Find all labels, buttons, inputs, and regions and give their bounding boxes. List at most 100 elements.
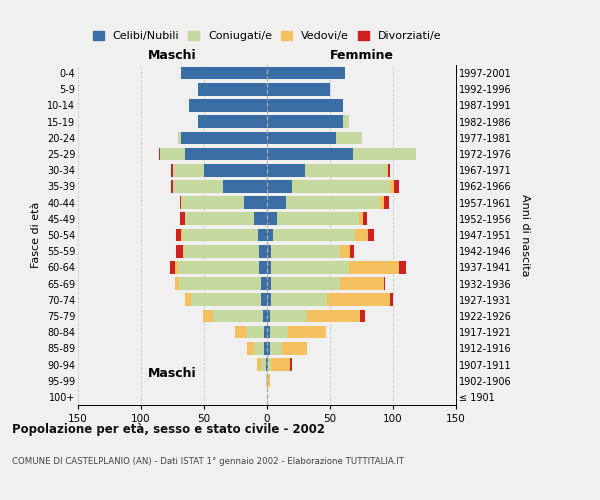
Bar <box>267 99 343 112</box>
Bar <box>349 261 400 274</box>
Bar <box>181 228 182 241</box>
Bar <box>173 180 223 192</box>
Bar <box>271 278 340 290</box>
Bar <box>267 278 271 290</box>
Bar <box>175 261 178 274</box>
Bar <box>198 83 267 96</box>
Bar <box>267 212 277 225</box>
Bar <box>277 212 359 225</box>
Bar <box>391 294 393 306</box>
Y-axis label: Fasce di età: Fasce di età <box>31 202 41 268</box>
Bar <box>244 196 267 209</box>
Bar <box>170 261 175 274</box>
Bar <box>171 164 173 176</box>
Bar <box>267 116 343 128</box>
Bar <box>179 278 260 290</box>
Bar <box>158 148 160 160</box>
Bar <box>173 164 204 176</box>
Bar <box>204 164 267 176</box>
Bar <box>286 196 380 209</box>
Bar <box>213 310 263 322</box>
Text: Maschi: Maschi <box>148 48 197 62</box>
Bar <box>388 164 391 176</box>
Bar <box>267 342 269 354</box>
Bar <box>267 310 269 322</box>
Bar <box>359 212 363 225</box>
Bar <box>191 294 260 306</box>
Bar <box>384 278 385 290</box>
Bar <box>260 278 267 290</box>
Text: Femmine: Femmine <box>329 48 394 62</box>
Bar <box>307 310 360 322</box>
Bar <box>259 245 267 258</box>
Bar <box>368 228 374 241</box>
Bar <box>181 196 244 209</box>
Bar <box>267 164 305 176</box>
Bar <box>265 342 267 354</box>
Text: Popolazione per età, sesso e stato civile - 2002: Popolazione per età, sesso e stato civil… <box>12 422 325 436</box>
Bar <box>267 67 345 80</box>
Bar <box>267 358 268 371</box>
Bar <box>271 245 340 258</box>
Bar <box>267 148 353 160</box>
Bar <box>254 212 267 225</box>
Bar <box>184 245 259 258</box>
Bar <box>394 180 400 192</box>
Bar <box>337 132 361 144</box>
Bar <box>260 358 266 371</box>
Bar <box>269 310 307 322</box>
Bar <box>268 358 271 371</box>
Bar <box>245 326 265 338</box>
Bar <box>387 164 388 176</box>
Bar <box>176 245 182 258</box>
Bar <box>340 245 350 258</box>
Bar <box>175 278 179 290</box>
Bar <box>235 326 245 338</box>
Bar <box>181 132 267 144</box>
Bar <box>203 310 213 322</box>
Bar <box>391 180 394 192</box>
Bar <box>267 326 269 338</box>
Bar <box>178 132 181 144</box>
Bar <box>266 374 267 387</box>
Bar <box>180 212 185 225</box>
Bar <box>180 196 181 209</box>
Bar <box>260 294 267 306</box>
Text: Maschi: Maschi <box>148 368 197 380</box>
Bar <box>292 180 391 192</box>
Bar <box>198 116 267 128</box>
Bar <box>400 261 406 274</box>
Bar <box>267 374 269 387</box>
Bar <box>267 196 286 209</box>
Bar <box>265 326 267 338</box>
Bar <box>257 358 260 371</box>
Y-axis label: Anni di nascita: Anni di nascita <box>520 194 530 276</box>
Bar <box>355 228 368 241</box>
Bar <box>340 278 384 290</box>
Bar <box>176 228 181 241</box>
Bar <box>282 342 307 354</box>
Bar <box>258 228 267 241</box>
Bar <box>223 180 267 192</box>
Bar <box>185 212 254 225</box>
Legend: Celibi/Nubili, Coniugati/e, Vedovi/e, Divorziati/e: Celibi/Nubili, Coniugati/e, Vedovi/e, Di… <box>88 26 446 46</box>
Bar <box>360 310 365 322</box>
Bar <box>305 164 387 176</box>
Bar <box>182 228 258 241</box>
Bar <box>384 196 389 209</box>
Bar <box>267 180 292 192</box>
Bar <box>189 99 267 112</box>
Bar <box>289 326 326 338</box>
Bar <box>185 148 267 160</box>
Bar <box>259 261 267 274</box>
Bar <box>254 342 265 354</box>
Bar <box>267 83 330 96</box>
Bar <box>267 245 271 258</box>
Bar <box>263 310 267 322</box>
Bar <box>171 180 173 192</box>
Bar <box>269 342 282 354</box>
Bar <box>271 261 349 274</box>
Bar <box>274 228 355 241</box>
Bar <box>185 294 191 306</box>
Bar <box>350 245 354 258</box>
